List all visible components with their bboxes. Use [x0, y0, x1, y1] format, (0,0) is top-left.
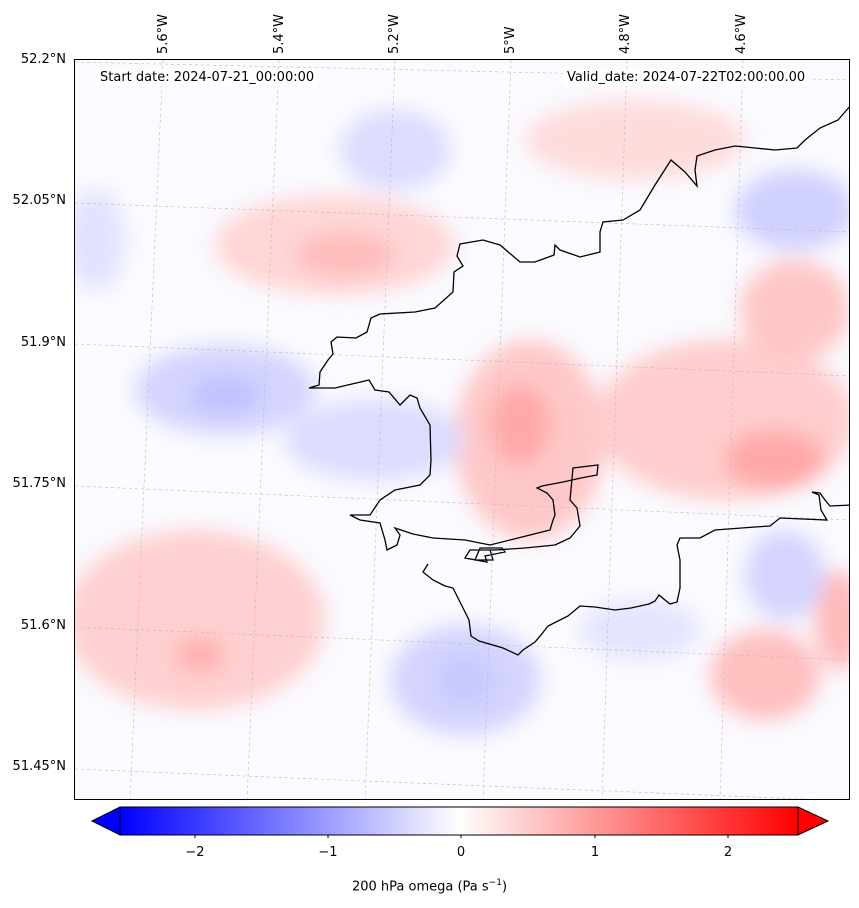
lon-label-4-8w: 4.8°W — [618, 13, 633, 54]
map-panel — [74, 59, 850, 800]
colorbar-extend-high — [797, 806, 830, 836]
colorbar-gradient — [119, 806, 799, 836]
lat-label-51-6: 51.6°N — [20, 618, 66, 633]
omega-negative-region — [745, 530, 825, 620]
omega-positive-region — [710, 630, 820, 720]
colorbar-tick-label: −2 — [185, 845, 205, 860]
omega-positive-core — [725, 430, 825, 490]
omega-positive-region — [525, 100, 745, 180]
omega-negative-region — [75, 190, 125, 290]
colorbar-label-exponent: −1 — [488, 878, 502, 888]
colorbar-label-text: 200 hPa omega (Pa s — [351, 879, 489, 895]
graticule — [75, 60, 849, 799]
omega-negative-region — [340, 110, 450, 190]
lon-label-5-6w: 5.6°W — [156, 13, 171, 54]
lat-label-52-05: 52.05°N — [12, 193, 66, 208]
lat-label-51-45: 51.45°N — [12, 759, 66, 774]
omega-positive-core — [295, 233, 395, 277]
valid-date-label: Valid_date: 2024-07-22T02:00:00.00 — [563, 69, 810, 86]
coastline-south — [422, 491, 849, 656]
omega-negative-region — [285, 400, 465, 480]
omega-negative-core — [435, 655, 495, 705]
omega-negative-region — [580, 600, 700, 660]
lon-label-5w: 5°W — [503, 26, 518, 54]
lat-label-51-9: 51.9°N — [20, 335, 66, 350]
omega-contours — [75, 100, 849, 735]
lon-label-5-2w: 5.2°W — [387, 13, 402, 54]
lon-label-4-6w: 4.6°W — [734, 13, 749, 54]
lat-label-51-75: 51.75°N — [12, 476, 66, 491]
omega-positive-region — [740, 260, 849, 360]
omega-negative-region — [735, 170, 849, 250]
lat-label-52-2: 52.2°N — [20, 52, 66, 67]
colorbar-label-close: ) — [501, 879, 508, 895]
omega-negative-core — [190, 377, 260, 413]
colorbar-tick-label: 0 — [456, 845, 466, 860]
colorbar-tick-label: 1 — [590, 845, 600, 860]
colorbar-label: 200 hPa omega (Pa s−1) — [0, 878, 859, 894]
lon-label-5-4w: 5.4°W — [272, 13, 287, 54]
colorbar-tick-label: 2 — [723, 845, 733, 860]
omega-positive-core — [490, 385, 550, 465]
colorbar — [90, 806, 830, 838]
omega-positive-region — [75, 530, 325, 710]
omega-positive-region — [815, 570, 849, 670]
colorbar-extend-low — [90, 806, 121, 836]
colorbar-tick-label: −1 — [318, 845, 338, 860]
coastline — [308, 106, 849, 563]
start-date-label: Start date: 2024-07-21_00:00:00 — [96, 69, 319, 86]
omega-positive-core — [175, 637, 225, 673]
omega-field-map — [75, 60, 849, 799]
